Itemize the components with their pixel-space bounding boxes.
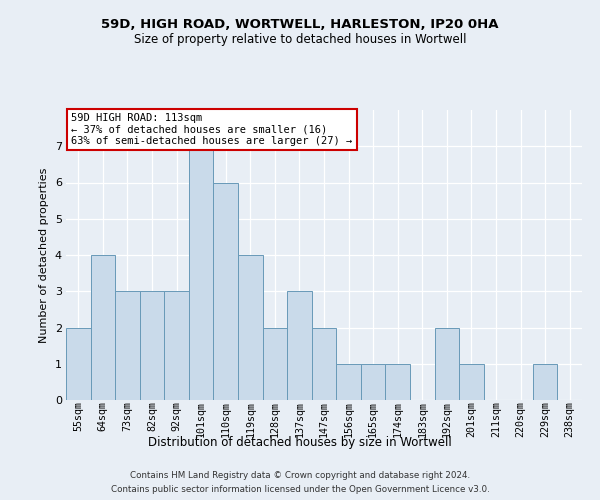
Bar — [214, 182, 238, 400]
Text: Contains public sector information licensed under the Open Government Licence v3: Contains public sector information licen… — [110, 484, 490, 494]
Bar — [287, 291, 312, 400]
Text: Size of property relative to detached houses in Wortwell: Size of property relative to detached ho… — [134, 32, 466, 46]
Text: 59D, HIGH ROAD, WORTWELL, HARLESTON, IP20 0HA: 59D, HIGH ROAD, WORTWELL, HARLESTON, IP2… — [101, 18, 499, 30]
Bar — [91, 255, 115, 400]
Y-axis label: Number of detached properties: Number of detached properties — [39, 168, 49, 342]
Text: 59D HIGH ROAD: 113sqm
← 37% of detached houses are smaller (16)
63% of semi-deta: 59D HIGH ROAD: 113sqm ← 37% of detached … — [71, 113, 352, 146]
Bar — [434, 328, 459, 400]
Bar — [140, 291, 164, 400]
Bar — [66, 328, 91, 400]
Bar — [164, 291, 189, 400]
Bar — [361, 364, 385, 400]
Bar — [533, 364, 557, 400]
Bar — [385, 364, 410, 400]
Bar — [312, 328, 336, 400]
Bar — [115, 291, 140, 400]
Text: Distribution of detached houses by size in Wortwell: Distribution of detached houses by size … — [148, 436, 452, 449]
Bar — [238, 255, 263, 400]
Bar — [189, 146, 214, 400]
Bar — [459, 364, 484, 400]
Text: Contains HM Land Registry data © Crown copyright and database right 2024.: Contains HM Land Registry data © Crown c… — [130, 472, 470, 480]
Bar — [336, 364, 361, 400]
Bar — [263, 328, 287, 400]
